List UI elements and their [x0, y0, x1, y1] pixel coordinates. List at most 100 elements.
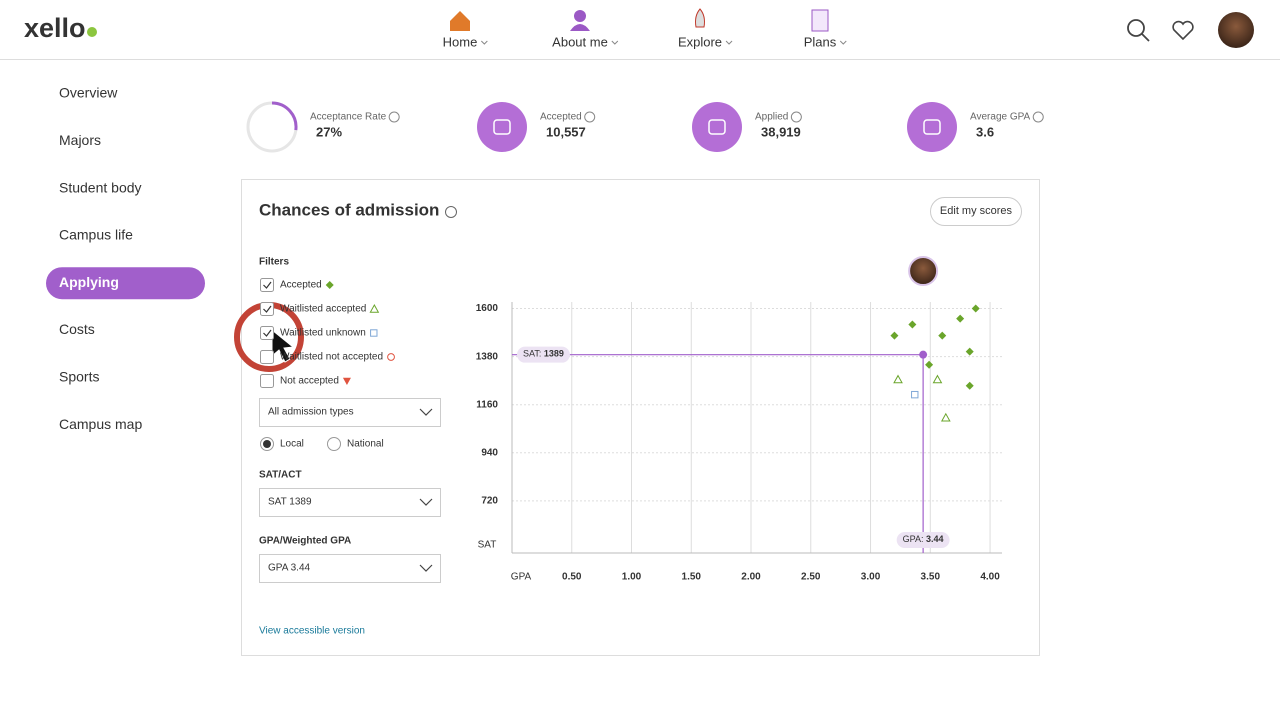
- legend-symbol: [325, 281, 334, 289]
- avatar[interactable]: [1218, 12, 1254, 48]
- legend-symbol: [369, 303, 380, 313]
- legend-symbol: [342, 377, 351, 385]
- sidebar-item[interactable]: Applying: [59, 274, 119, 290]
- point: [890, 331, 899, 340]
- stat-label: Accepted: [540, 112, 582, 123]
- filter-checkbox[interactable]: [260, 326, 274, 340]
- legend-label[interactable]: Waitlisted accepted: [280, 304, 366, 315]
- nav-label[interactable]: Plans: [804, 34, 837, 49]
- info-icon[interactable]: [1032, 111, 1044, 123]
- radio-label[interactable]: National: [347, 439, 384, 450]
- filter-checkbox[interactable]: [260, 350, 274, 364]
- student-label-value: 3.44: [926, 534, 944, 544]
- nav-label[interactable]: Explore: [678, 34, 722, 49]
- sidebar-item[interactable]: Student body: [59, 179, 142, 195]
- gpa-select[interactable]: [259, 554, 441, 583]
- logo[interactable]: xello: [24, 13, 86, 43]
- nav-chevron: [480, 40, 488, 45]
- point: [965, 347, 974, 356]
- chevrons: [419, 408, 433, 572]
- sidebar-active: [46, 267, 205, 300]
- edit-button[interactable]: [930, 197, 1022, 226]
- legend-symbol: [370, 329, 378, 337]
- logo-dot: [87, 27, 97, 37]
- sidebar-item[interactable]: Sports: [59, 369, 99, 385]
- stat-label: Applied: [755, 112, 788, 123]
- sidebar-item[interactable]: Campus map: [59, 416, 142, 432]
- gpa-select-label[interactable]: GPA 3.44: [268, 563, 311, 574]
- x-tick-label: 3.50: [921, 572, 941, 583]
- rate-ring: [271, 101, 298, 131]
- y-tick-label: 1380: [476, 351, 499, 362]
- sidebar-item[interactable]: Majors: [59, 132, 101, 148]
- radio[interactable]: [327, 437, 341, 451]
- filter-checkbox[interactable]: [260, 278, 274, 292]
- legend-label[interactable]: Waitlisted not accepted: [280, 352, 383, 363]
- filter-checkbox[interactable]: [260, 302, 274, 316]
- gpa-title: GPA/Weighted GPA: [259, 536, 351, 547]
- x-tick-label: 2.50: [801, 572, 821, 583]
- nav-label[interactable]: Home: [443, 34, 478, 49]
- student-label-bg: [896, 532, 950, 548]
- x-tick-label: 1.50: [682, 572, 702, 583]
- sat-select[interactable]: [259, 488, 441, 517]
- nav-label[interactable]: About me: [552, 34, 608, 49]
- sidebar-item[interactable]: Costs: [59, 321, 95, 337]
- nav-chevron: [611, 40, 619, 45]
- point: [893, 374, 903, 384]
- sidebar-item[interactable]: Overview: [59, 85, 118, 101]
- filter-checkbox[interactable]: [260, 374, 274, 388]
- radio-label[interactable]: Local: [280, 439, 304, 450]
- stat-icon-glyph: [923, 119, 941, 135]
- filter-check: [263, 281, 272, 289]
- stat-value: 27%: [316, 124, 342, 139]
- stat-value: 3.6: [976, 124, 994, 139]
- info-icon[interactable]: [790, 111, 802, 123]
- student-label-name: SAT:: [523, 349, 541, 359]
- point: [911, 390, 919, 399]
- student-label-bg: [517, 346, 570, 363]
- y-tick-label: 940: [481, 447, 498, 458]
- legend-label[interactable]: Not accepted: [280, 376, 339, 387]
- point: [940, 412, 951, 422]
- edit-button-label[interactable]: Edit my scores: [940, 205, 1013, 217]
- x-tick-label: 1.00: [622, 572, 642, 583]
- y-tick-label: 1160: [476, 399, 498, 410]
- legend-symbol: [387, 353, 395, 361]
- info-icon[interactable]: [445, 206, 457, 218]
- student-label-name: GPA:: [903, 534, 924, 544]
- stat-icon-glyph: [708, 119, 726, 135]
- nav-icon: [695, 8, 705, 28]
- student-label-value: 1389: [544, 349, 564, 359]
- stat-value: 38,919: [761, 124, 801, 139]
- stat-icon: [692, 102, 742, 152]
- x-tick-label: 0.50: [562, 572, 582, 583]
- legend-label[interactable]: Waitlisted unknown: [280, 328, 366, 339]
- radio-dot: [263, 440, 271, 448]
- search-icon[interactable]: [1127, 19, 1150, 42]
- sat-select-label[interactable]: SAT 1389: [268, 497, 312, 508]
- sidebar-item[interactable]: Campus life: [59, 227, 133, 243]
- accessible-link[interactable]: View accessible version: [259, 626, 365, 637]
- nav-icon: [574, 10, 586, 22]
- filter-check: [263, 329, 272, 337]
- student-avatar: [908, 256, 939, 286]
- stat-icon-glyph: [493, 119, 511, 135]
- y-axis-label: SAT: [478, 540, 497, 551]
- admission-type-select[interactable]: [259, 398, 441, 427]
- admission-type-label[interactable]: All admission types: [268, 407, 354, 418]
- student-label: SAT: 1389: [523, 349, 564, 359]
- info-icon[interactable]: [584, 111, 596, 123]
- student-point: [919, 350, 928, 359]
- legend-label[interactable]: Accepted: [280, 280, 322, 291]
- point: [925, 360, 934, 369]
- nav-icon: [570, 24, 590, 31]
- x-tick-label: 2.00: [741, 572, 761, 583]
- chart: 0.50 1.00 1.50 2.00 2.50 3.00 3.50 4.00 1600 1380…: [476, 256, 1002, 583]
- heart-icon[interactable]: [1172, 20, 1194, 41]
- nav-icon: [811, 9, 829, 32]
- student-label: GPA: 3.44: [903, 534, 944, 544]
- info-icon[interactable]: [388, 111, 400, 123]
- stat-icon: [907, 102, 957, 152]
